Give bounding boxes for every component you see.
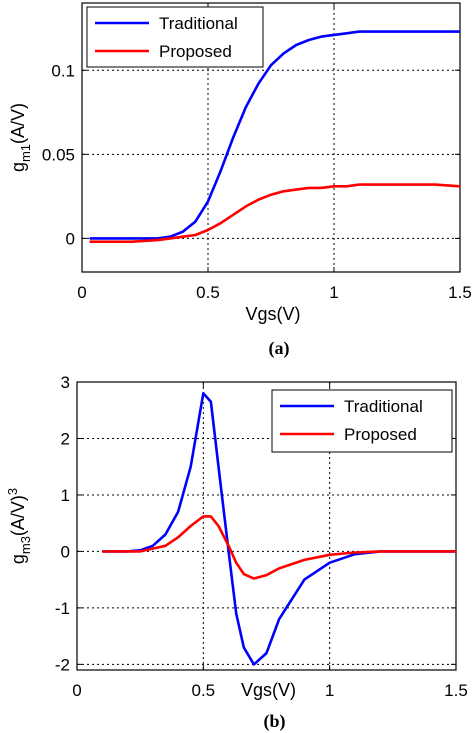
x-tick-label: 1.5	[448, 283, 472, 302]
y-tick-label: 0	[66, 229, 75, 248]
x-tick-label: 0.5	[192, 681, 216, 700]
legend-box	[271, 389, 453, 453]
legend: Traditional Proposed	[86, 6, 264, 68]
legend-label: Proposed	[159, 42, 232, 61]
y-tick-label: 3	[61, 373, 70, 392]
y-tick-label: -1	[55, 599, 70, 618]
y-tick-label: 1	[61, 486, 70, 505]
panel-caption: (b)	[264, 711, 286, 732]
y-axis-label-superscript: 3	[5, 488, 20, 495]
x-tick-label: 0	[72, 681, 81, 700]
y-axis-label-subscript: m3	[18, 536, 33, 554]
legend-label: Proposed	[344, 425, 417, 444]
y-axis-label-units: (A/V)	[8, 103, 28, 144]
x-tick-label: 1.5	[444, 681, 468, 700]
x-tick-label: 0.5	[196, 283, 220, 302]
legend-box	[86, 6, 264, 68]
y-axis-label: gm3(A/V)3	[5, 488, 33, 564]
series-line-traditional	[89, 30, 460, 240]
x-axis-label: Vgs(V)	[241, 680, 296, 700]
x-tick-label: 1	[329, 283, 338, 302]
y-axis-label-main: g	[8, 554, 28, 564]
x-axis-label: Vgs(V)	[245, 304, 300, 324]
legend: Traditional Proposed	[271, 389, 453, 453]
legend-label: Traditional	[159, 14, 238, 33]
y-axis-label-units: (A/V)	[8, 495, 28, 536]
y-tick-label: 2	[61, 429, 70, 448]
y-axis-label-subscript: m1	[18, 144, 33, 162]
chart-panel-b: 0 0.5 1 1.5-2-10123Vgs(V)gm3(A/V)3Tradition…	[5, 373, 468, 732]
chart-panel-a: 0 0.5 1 1.5 0 0.05 0.1 Vgs(V) gm1(A/V) Traditiona…	[8, 2, 472, 359]
y-tick-label: -2	[55, 655, 70, 674]
y-tick-label: 0.1	[51, 61, 75, 80]
y-tick-label: 0.05	[42, 145, 75, 164]
legend-label: Traditional	[344, 397, 423, 416]
y-tick-label: 0	[61, 542, 70, 561]
x-tick-label: 0	[77, 283, 86, 302]
y-axis-label-main: g	[8, 162, 28, 172]
series-line-proposed	[102, 515, 456, 580]
series-line-proposed	[89, 183, 461, 243]
x-tick-label: 1	[325, 681, 334, 700]
y-axis-label: gm1(A/V)	[8, 103, 33, 172]
panel-caption: (a)	[269, 338, 290, 359]
